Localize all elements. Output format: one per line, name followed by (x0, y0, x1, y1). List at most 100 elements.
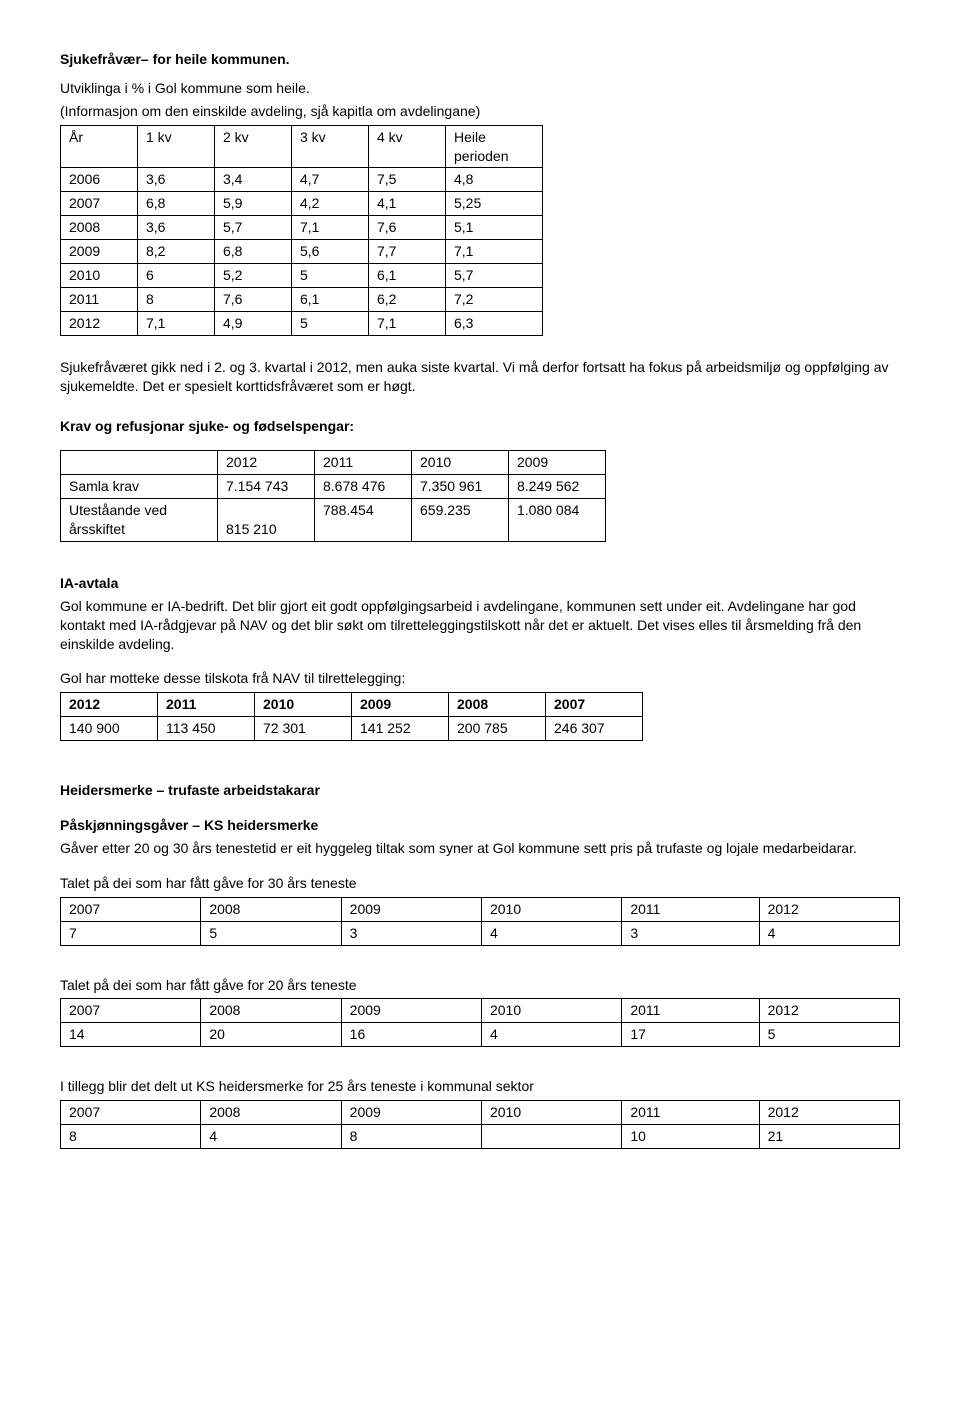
td: 14 (61, 1023, 201, 1047)
th: 2008 (201, 1101, 341, 1125)
td: 4,2 (292, 192, 369, 216)
subheading: Heidersmerke – trufaste arbeidstakarar (60, 781, 900, 800)
td: Uteståande ved årsskiftet (61, 499, 218, 542)
td: 5 (292, 264, 369, 288)
th: 2008 (201, 999, 341, 1023)
td: 2006 (61, 168, 138, 192)
td: 6,1 (292, 287, 369, 311)
td: 7,1 (369, 311, 446, 335)
td: 5,7 (215, 216, 292, 240)
td: 4,8 (446, 168, 543, 192)
gifts-25-table: 2007 2008 2009 2010 2011 2012 8481021 (60, 1100, 900, 1149)
td: 4 (481, 921, 621, 945)
td: 5,25 (446, 192, 543, 216)
td: 5,6 (292, 240, 369, 264)
td: 4,7 (292, 168, 369, 192)
td: 3,4 (215, 168, 292, 192)
td: 7 (61, 921, 201, 945)
subheading: Påskjønningsgåver – KS heidersmerke (60, 816, 900, 835)
td: 4,9 (215, 311, 292, 335)
td: 6,1 (369, 264, 446, 288)
th: 2007 (61, 999, 201, 1023)
td: 5 (759, 1023, 899, 1047)
td: 2009 (61, 240, 138, 264)
th: 2011 (158, 693, 255, 717)
td: 6,8 (215, 240, 292, 264)
td: 4 (481, 1023, 621, 1047)
td: 113 450 (158, 717, 255, 741)
td: 6 (138, 264, 215, 288)
td: 2012 (61, 311, 138, 335)
intro-line-2: (Informasjon om den einskilde avdeling, … (60, 102, 900, 121)
td: 7,1 (292, 216, 369, 240)
gifts-20-table: 2007 2008 2009 2010 2011 2012 1420164175 (60, 998, 900, 1047)
td: 7,1 (446, 240, 543, 264)
refund-table: 2012 2011 2010 2009 Samla krav7.154 7438… (60, 450, 606, 542)
th: 2009 (509, 451, 606, 475)
td: 5,9 (215, 192, 292, 216)
nav-grants-table: 2012 2011 2010 2009 2008 2007 140 900113… (60, 692, 643, 741)
paragraph: Gåver etter 20 og 30 års tenestetid er e… (60, 839, 900, 858)
td: 2008 (61, 216, 138, 240)
paragraph: Sjukefråværet gikk ned i 2. og 3. kvarta… (60, 358, 900, 396)
td: 141 252 (352, 717, 449, 741)
table-caption: Talet på dei som har fått gåve for 20 år… (60, 976, 900, 995)
td: 4 (759, 921, 899, 945)
th: 2012 (61, 693, 158, 717)
td: 72 301 (255, 717, 352, 741)
th: 1 kv (138, 125, 215, 168)
td: 5,2 (215, 264, 292, 288)
td: 10 (622, 1124, 759, 1148)
td: 7,6 (369, 216, 446, 240)
th: 2008 (201, 897, 341, 921)
td: 3,6 (138, 168, 215, 192)
th: 2011 (622, 999, 759, 1023)
td: 5 (292, 311, 369, 335)
td: 8 (341, 1124, 481, 1148)
td: 8 (138, 287, 215, 311)
sick-leave-table: År 1 kv 2 kv 3 kv 4 kv Heile perioden 20… (60, 125, 543, 336)
td: 6,2 (369, 287, 446, 311)
th: 2012 (759, 1101, 899, 1125)
th: 2010 (255, 693, 352, 717)
td: 8.249 562 (509, 475, 606, 499)
td: 2011 (61, 287, 138, 311)
td: 659.235 (412, 499, 509, 542)
td: 4,1 (369, 192, 446, 216)
th: 3 kv (292, 125, 369, 168)
th: 2007 (61, 897, 201, 921)
td: 788.454 (315, 499, 412, 542)
td: 7,6 (215, 287, 292, 311)
th: 2009 (341, 1101, 481, 1125)
td: 8,2 (138, 240, 215, 264)
td: 4 (201, 1124, 341, 1148)
td: 200 785 (449, 717, 546, 741)
th: 2012 (218, 451, 315, 475)
td: 7.350 961 (412, 475, 509, 499)
td: 3 (622, 921, 759, 945)
td: 6,8 (138, 192, 215, 216)
td: 1.080 084 (509, 499, 606, 542)
th: År (61, 125, 138, 168)
subheading: Krav og refusjonar sjuke- og fødselspeng… (60, 417, 900, 436)
table-caption: I tillegg blir det delt ut KS heidersmer… (60, 1077, 900, 1096)
th: 2011 (622, 1101, 759, 1125)
table-caption: Talet på dei som har fått gåve for 30 år… (60, 874, 900, 893)
th: 2012 (759, 999, 899, 1023)
intro-line-1: Utviklinga i % i Gol kommune som heile. (60, 79, 900, 98)
th: 2010 (412, 451, 509, 475)
th: 2007 (61, 1101, 201, 1125)
td: 16 (341, 1023, 481, 1047)
th: Heile perioden (446, 125, 543, 168)
td: 3 (341, 921, 481, 945)
td: 21 (759, 1124, 899, 1148)
td: 815 210 (218, 499, 315, 542)
th: 2008 (449, 693, 546, 717)
page-title: Sjukefråvær– for heile kommunen. (60, 50, 900, 69)
th: 4 kv (369, 125, 446, 168)
th: 2009 (341, 999, 481, 1023)
td: 5,1 (446, 216, 543, 240)
td: 140 900 (61, 717, 158, 741)
th: 2012 (759, 897, 899, 921)
th: 2009 (352, 693, 449, 717)
